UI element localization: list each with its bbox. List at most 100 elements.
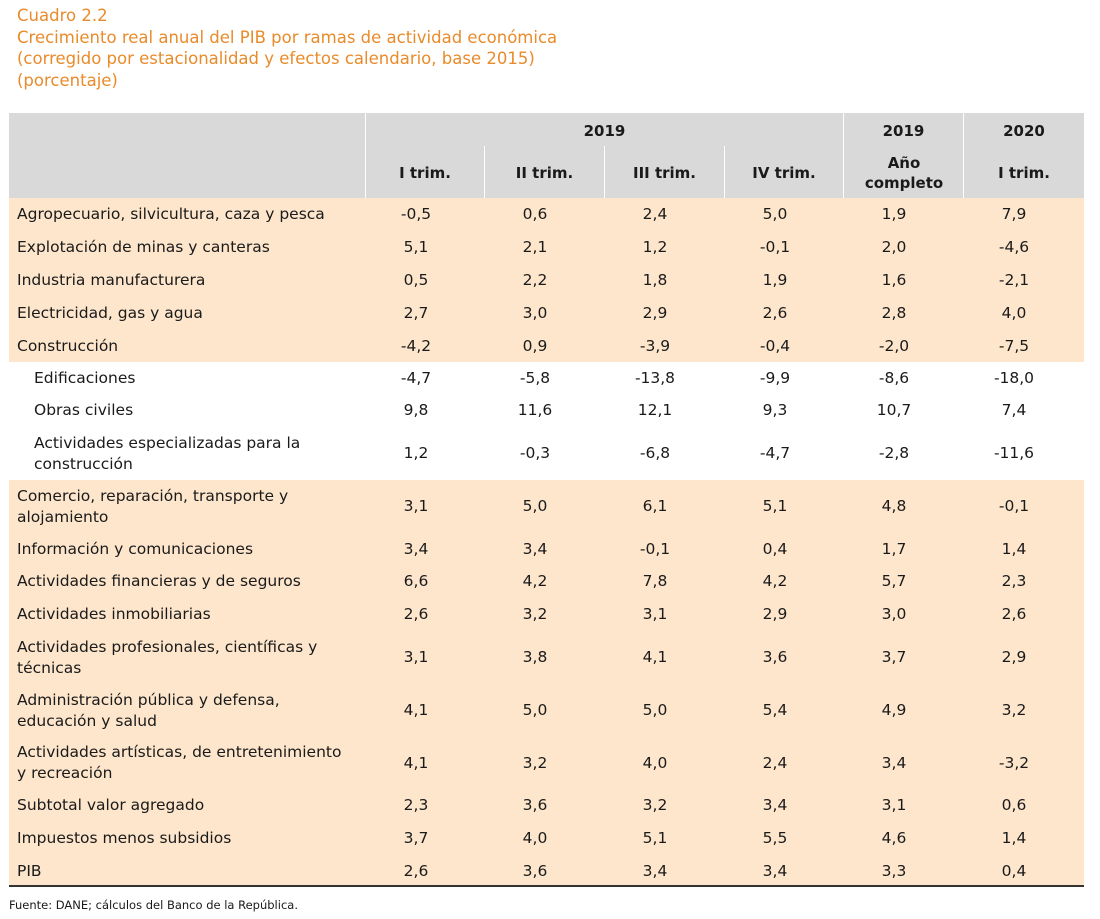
row-value: 3,2: [522, 753, 548, 772]
row-value: -5,8: [519, 368, 551, 387]
header-group-2019: 2019: [583, 122, 626, 140]
table-row: Actividades inmobiliarias 2,6 3,2 3,1 2,9 3,0…: [9, 598, 1084, 631]
row-value: -4,2: [400, 336, 432, 355]
table-caption: Cuadro 2.2 Crecimiento real anual del PI…: [17, 5, 557, 91]
header-year-2019: 2019: [882, 122, 925, 140]
row-value: -8,6: [878, 368, 910, 387]
row-value: 3,1: [403, 648, 429, 666]
row-value: 3,4: [403, 539, 429, 558]
row-value: 12,1: [637, 401, 673, 419]
row-value: 3,0: [522, 304, 548, 322]
row-label: Construcción: [17, 336, 119, 355]
row-value: 0,6: [1001, 796, 1027, 814]
table-row: Actividades financieras y de seguros 6,6 4…: [9, 565, 1084, 598]
row-value: 3,4: [762, 796, 788, 814]
row-value: 5,7: [881, 572, 907, 590]
row-value: -0,5: [400, 205, 432, 223]
row-value: 4,0: [522, 829, 548, 847]
row-value: -6,8: [639, 444, 671, 462]
row-value: 0,9: [522, 336, 548, 355]
row-value: 11,6: [517, 401, 553, 419]
table-row: Actividades especializadas para la const…: [9, 427, 1084, 480]
row-value: -2,1: [998, 271, 1030, 289]
table-row: Explotación de minas y canteras 5,1 2,1 1,2…: [9, 231, 1084, 264]
table-row: Industria manufacturera 0,5 2,2 1,8 1,9 1,6 -2…: [9, 264, 1084, 297]
row-value: 1,2: [403, 444, 429, 462]
table-row: Construcción -4,2 0,9 -3,9 -0,4 -2,0 -7,5: [9, 330, 1084, 362]
header-divider: [963, 113, 964, 198]
row-value: 10,7: [876, 401, 912, 419]
row-label: Actividades inmobiliarias: [17, 605, 211, 623]
table-body: Agropecuario, silvicultura, caza y pesca…: [9, 198, 1084, 887]
header-full-year: Año completo: [864, 154, 944, 192]
table-row: PIB 2,6 3,6 3,4 3,4 3,3 0,4: [9, 855, 1084, 887]
row-value: 2,6: [1001, 605, 1027, 623]
row-value: -13,8: [634, 368, 676, 387]
row-value: 2,4: [642, 205, 668, 223]
row-value: 2,3: [403, 796, 429, 814]
row-value: 5,1: [403, 238, 429, 256]
header-divider: [843, 113, 844, 198]
row-value: 1,7: [881, 539, 907, 558]
row-value: 3,4: [522, 539, 548, 558]
row-value: 3,6: [522, 861, 548, 880]
row-value: 2,0: [881, 238, 907, 256]
row-value: -9,9: [759, 368, 791, 387]
row-value: -0,1: [639, 539, 671, 558]
row-value: 3,4: [762, 861, 788, 880]
row-value: 2,9: [1001, 648, 1027, 666]
table-row: Obras civiles 9,8 11,6 12,1 9,3 10,7 7,4: [9, 394, 1084, 427]
table-row: Comercio, reparación, transporte y aloja…: [9, 480, 1084, 533]
row-value: 3,7: [403, 829, 429, 847]
row-value: 5,0: [642, 701, 668, 719]
row-value: 0,4: [762, 539, 788, 558]
row-value: 2,1: [522, 238, 548, 256]
row-value: 5,1: [642, 829, 668, 847]
row-value: 2,9: [762, 605, 788, 623]
row-value: 2,6: [403, 605, 429, 623]
row-value: 2,4: [762, 753, 788, 772]
row-value: 4,0: [642, 753, 668, 772]
header-q1-2020: I trim.: [998, 164, 1050, 182]
row-value: 7,8: [642, 572, 668, 590]
row-value: 5,0: [522, 701, 548, 719]
gdp-table: 2019 2019 2020 I trim. II trim. III trim…: [9, 113, 1084, 887]
row-label: Comercio, reparación, transporte y aloja…: [17, 486, 289, 526]
header-q4: IV trim.: [752, 164, 816, 182]
row-value: -11,6: [993, 444, 1035, 462]
row-value: 6,1: [642, 497, 668, 515]
row-value: 0,5: [403, 271, 429, 289]
row-value: 9,3: [762, 401, 788, 419]
row-value: 4,0: [1001, 304, 1027, 322]
table-row: Impuestos menos subsidios 3,7 4,0 5,1 5,5 4,6…: [9, 822, 1084, 855]
row-value: 4,2: [522, 572, 548, 590]
table-bottom-rule: [9, 885, 1084, 887]
row-label: Industria manufacturera: [17, 271, 206, 289]
row-value: 2,9: [642, 304, 668, 322]
row-value: 5,4: [762, 701, 788, 719]
header-q2: II trim.: [515, 164, 574, 182]
row-value: 3,1: [403, 497, 429, 515]
row-value: 3,0: [881, 605, 907, 623]
header-divider: [484, 146, 485, 198]
row-value: 3,3: [881, 861, 907, 880]
row-value: 1,2: [642, 238, 668, 256]
row-value: 2,6: [403, 861, 429, 880]
row-value: 2,7: [403, 304, 429, 322]
table-row: Agropecuario, silvicultura, caza y pesca…: [9, 198, 1084, 231]
row-value: 2,8: [881, 304, 907, 322]
row-value: 3,2: [522, 605, 548, 623]
row-label: Impuestos menos subsidios: [17, 829, 232, 847]
table-row: Actividades profesionales, científicas y…: [9, 631, 1084, 684]
caption-subtitle: (corregido por estacionalidad y efectos …: [17, 49, 535, 68]
row-value: 2,6: [762, 304, 788, 322]
row-label: Actividades financieras y de seguros: [17, 572, 301, 590]
row-value: 4,6: [881, 829, 907, 847]
row-value: 5,1: [762, 497, 788, 515]
row-value: -3,9: [639, 336, 671, 355]
table-row: Subtotal valor agregado 2,3 3,6 3,2 3,4 3,1 0,…: [9, 789, 1084, 822]
row-value: 7,4: [1001, 401, 1027, 419]
row-label: Explotación de minas y canteras: [17, 238, 270, 256]
row-label: Información y comunicaciones: [17, 539, 254, 558]
caption-number: Cuadro 2.2: [17, 6, 108, 25]
